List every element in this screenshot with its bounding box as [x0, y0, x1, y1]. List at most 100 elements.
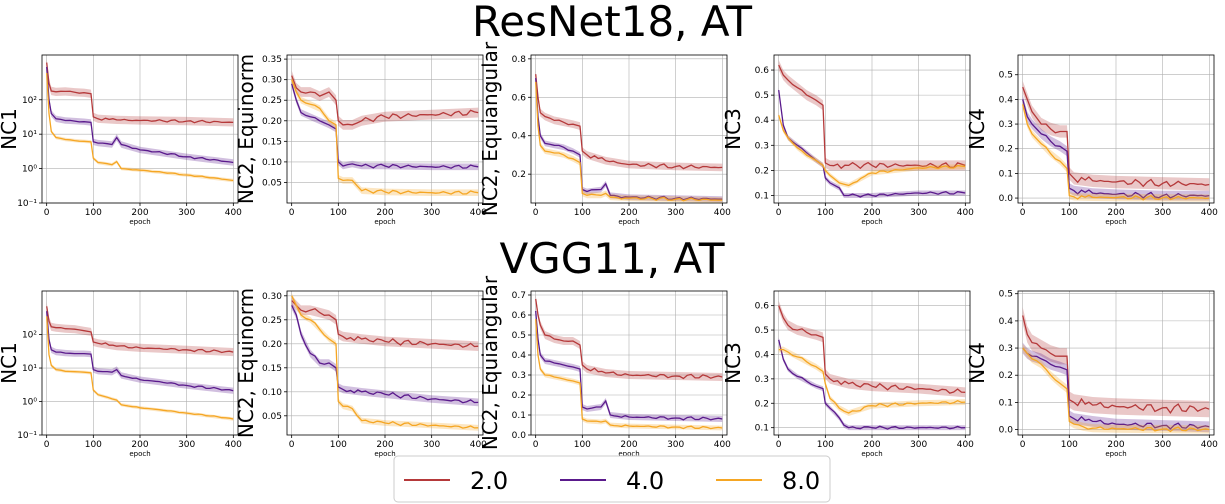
y-tick-label: 0.5: [512, 331, 526, 341]
y-tick-label: 0.35: [262, 55, 282, 65]
y-tick-label: 0.20: [262, 117, 282, 127]
y-axis-label: NC1: [0, 342, 21, 384]
series-line-2.0: [535, 298, 723, 380]
series-line-2.0: [1022, 86, 1210, 188]
legend-label-2.0: 2.0: [470, 467, 508, 495]
y-tick-label: 0.3: [999, 344, 1013, 354]
y-tick-label: 0.30: [262, 76, 282, 86]
y-axis-label: NC4: [965, 342, 989, 384]
y-axis-label: NC2, Equiangular: [478, 41, 502, 216]
series-band-2.0: [535, 295, 723, 381]
x-tick-label: 300: [1154, 208, 1171, 218]
series-line-2.0: [535, 74, 723, 170]
y-tick-label: 0.6: [512, 311, 527, 321]
x-axis-label: epoch: [618, 450, 639, 458]
x-tick-label: 300: [1154, 440, 1171, 450]
x-tick-label: 100: [85, 440, 102, 450]
y-tick-label: 0.3: [755, 375, 769, 385]
y-axis-label: NC2, Equiangular: [478, 275, 502, 450]
series-line-8.0: [778, 115, 966, 187]
y-tick-label: 0.4: [512, 351, 527, 361]
x-tick-label: 400: [225, 440, 242, 450]
y-tick-label: 10⁻¹: [17, 431, 37, 441]
series-band-4.0: [1022, 94, 1210, 201]
y-tick-label: 0.25: [262, 96, 282, 106]
y-tick-label: 0.6: [755, 302, 770, 312]
x-tick-label: 0: [776, 440, 782, 450]
y-tick-label: 0.1: [999, 398, 1013, 408]
series-band-4.0: [535, 308, 723, 422]
y-tick-label: 0.5: [999, 71, 1013, 81]
y-axis-label: NC3: [721, 108, 745, 150]
y-tick-label: 0.10: [262, 158, 282, 168]
x-tick-label: 0: [289, 440, 295, 450]
y-tick-label: 0.1: [755, 191, 769, 201]
series-band-4.0: [46, 308, 234, 394]
y-tick-label: 0.7: [512, 291, 526, 301]
y-tick-label: 10¹: [22, 130, 37, 140]
y-tick-label: 0.0: [999, 426, 1014, 436]
y-tick-label: 0.3: [755, 141, 769, 151]
x-tick-label: 300: [667, 208, 684, 218]
x-tick-label: 200: [620, 208, 637, 218]
y-tick-label: 0.5: [999, 290, 1013, 300]
x-tick-label: 300: [910, 440, 927, 450]
x-tick-label: 400: [714, 208, 731, 218]
y-tick-label: 10²: [22, 331, 37, 341]
y-tick-label: 0.4: [999, 317, 1014, 327]
series-line-4.0: [1022, 347, 1210, 430]
series-band-4.0: [1022, 342, 1210, 433]
y-tick-label: 0.05: [262, 178, 282, 188]
x-tick-label: 200: [1107, 440, 1124, 450]
x-tick-label: 400: [957, 208, 974, 218]
y-axis-label: NC2, Equinorm: [234, 288, 258, 438]
series-line-4.0: [535, 78, 723, 201]
x-tick-label: 200: [376, 440, 393, 450]
y-axis-label: NC3: [721, 342, 745, 384]
x-tick-label: 100: [817, 208, 834, 218]
series-line-8.0: [535, 318, 723, 430]
x-tick-label: 200: [620, 440, 637, 450]
x-axis-label: epoch: [861, 218, 882, 226]
panel-r1-nc4: 0 100 200 300 400 epoch 0.0 0.1 0.2 0.3 0.4 0.5 NC4: [965, 290, 1218, 458]
y-tick-label: 0.20: [262, 340, 282, 350]
y-axis-label: NC1: [0, 108, 21, 150]
panel-r0-nc2-equinorm: 0 100 200 300 400 epoch 0.05 0.10 0.15 0.20 0.25 0.…: [234, 54, 487, 226]
series-line-2.0: [1022, 315, 1210, 415]
x-tick-label: 100: [330, 440, 347, 450]
x-tick-label: 0: [44, 440, 50, 450]
series-line-4.0: [291, 305, 479, 404]
y-axis-label: NC2, Equinorm: [234, 54, 258, 204]
y-tick-label: 0.0: [999, 194, 1014, 204]
series-line-2.0: [778, 64, 966, 170]
series-line-8.0: [291, 295, 479, 429]
x-tick-label: 200: [863, 208, 880, 218]
x-axis-label: epoch: [1105, 218, 1126, 226]
y-tick-label: 0.3: [999, 120, 1013, 130]
x-axis-label: epoch: [129, 450, 150, 458]
y-tick-label: 0.5: [755, 326, 769, 336]
panel-r0-nc2-equiangular: 0 100 200 300 400 epoch 0.2 0.4 0.6 0.8 NC2, Equia…: [478, 41, 731, 226]
series-line-4.0: [1022, 99, 1210, 199]
series-line-4.0: [535, 310, 723, 421]
y-tick-label: 0.2: [755, 166, 769, 176]
x-tick-label: 400: [470, 208, 487, 218]
y-tick-label: 10⁻¹: [17, 199, 37, 209]
x-tick-label: 300: [178, 208, 195, 218]
row-title-1: VGG11, AT: [499, 234, 724, 283]
y-tick-label: 0.1: [512, 411, 526, 421]
y-tick-label: 0.8: [512, 55, 527, 65]
series-line-8.0: [535, 81, 723, 202]
x-tick-label: 100: [1061, 440, 1078, 450]
y-tick-label: 0.05: [262, 412, 282, 422]
legend: 2.0 4.0 8.0: [393, 455, 831, 503]
series-line-2.0: [46, 62, 234, 124]
series-line-8.0: [778, 348, 966, 414]
x-tick-label: 0: [776, 208, 782, 218]
y-tick-label: 0.10: [262, 388, 282, 398]
x-tick-label: 200: [131, 208, 148, 218]
